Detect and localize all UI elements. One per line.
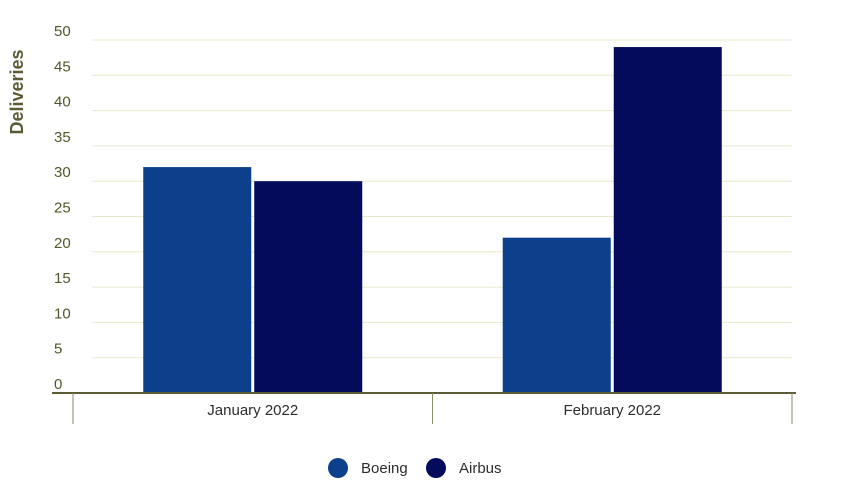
bars [143,47,722,394]
y-axis-ticks: 0 5 10 15 20 25 30 35 40 45 50 [54,23,71,393]
legend-label: Boeing [361,460,408,477]
y-tick-label: 20 [54,235,71,252]
legend: Boeing Airbus [328,458,502,478]
legend-item-boeing: Boeing [328,458,408,478]
y-tick-label: 50 [54,23,71,40]
x-axis [52,392,796,424]
bar-airbus-2 [613,47,722,394]
y-tick-label: 35 [54,129,71,146]
y-tick-label: 5 [54,341,62,358]
y-tick-label: 10 [54,305,71,322]
y-tick-label: 15 [54,270,71,287]
y-axis-label: Deliveries [7,49,27,134]
x-category-label: February 2022 [563,402,661,419]
bar-boeing-2 [502,237,611,393]
legend-item-airbus: Airbus [426,458,502,478]
legend-swatch [426,458,446,478]
legend-label: Airbus [459,460,502,477]
y-tick-label: 40 [54,94,71,111]
x-axis-categories: January 2022 February 2022 [207,402,661,419]
legend-swatch [328,458,348,478]
bar-boeing-1 [143,167,252,393]
y-tick-label: 0 [54,376,62,393]
y-tick-label: 25 [54,200,71,217]
x-category-label: January 2022 [207,402,298,419]
y-tick-label: 45 [54,58,71,75]
y-tick-label: 30 [54,164,71,181]
bar-airbus-1 [254,181,363,393]
